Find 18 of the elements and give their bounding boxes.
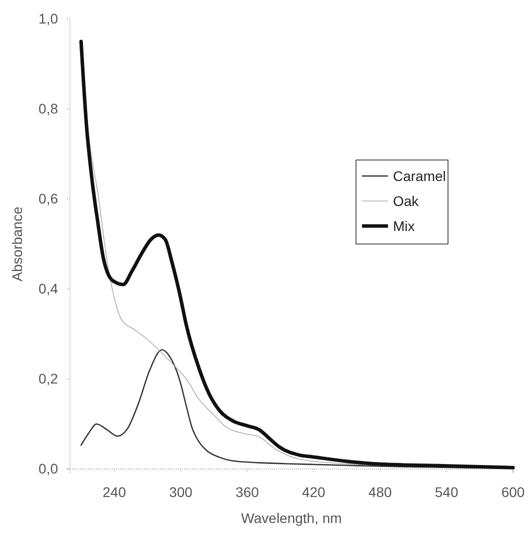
x-tick-label: 600 — [501, 484, 525, 500]
y-tick-label: 1,0 — [38, 10, 58, 26]
x-tick-label: 240 — [102, 484, 126, 500]
legend-label: Oak — [393, 193, 420, 209]
x-tick-label: 540 — [434, 484, 458, 500]
legend-label: Caramel — [393, 168, 446, 184]
x-tick-label: 360 — [236, 484, 260, 500]
y-tick-label: 0,6 — [38, 190, 58, 206]
y-tick-label: 0,2 — [38, 370, 58, 386]
legend-label: Mix — [393, 218, 415, 234]
y-axis-title: Absorbance — [9, 206, 25, 282]
y-tick-label: 0,8 — [38, 100, 58, 116]
x-tick-label: 300 — [169, 484, 193, 500]
y-tick-label: 0,0 — [38, 460, 58, 476]
y-tick-label: 0,4 — [38, 280, 58, 296]
x-tick-label: 420 — [302, 484, 326, 500]
x-tick-label: 480 — [368, 484, 392, 500]
x-axis-title: Wavelength, nm — [241, 510, 342, 526]
